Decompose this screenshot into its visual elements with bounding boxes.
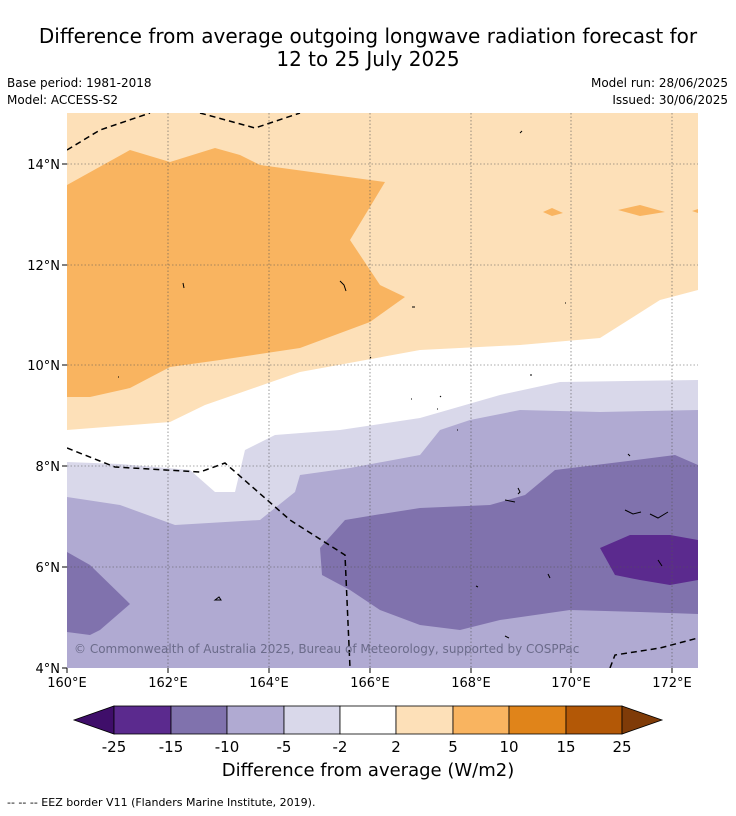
colorbar-bin-6 — [395, 705, 454, 735]
lon-label-172e: 172°E — [652, 676, 692, 691]
latitude-labels: 14°N 12°N 10°N 8°N 6°N 4°N — [27, 158, 60, 677]
colorbar-bin-7 — [452, 705, 510, 735]
orange-blob-3 — [692, 209, 698, 213]
island-marks — [118, 130, 669, 639]
colorbar-extend-low — [72, 705, 115, 735]
colorbar-bin-9 — [565, 705, 623, 735]
lon-label-164e: 164°E — [249, 676, 289, 691]
eez-border-central — [67, 447, 351, 668]
orange-blob-2 — [543, 208, 563, 216]
cbar-tick-8: 10 — [499, 738, 518, 756]
graticule — [67, 113, 698, 668]
colorbar-bin-3 — [226, 705, 285, 735]
lat-label-6n: 6°N — [36, 561, 61, 576]
lon-label-166e: 166°E — [350, 676, 390, 691]
lon-label-162e: 162°E — [148, 676, 188, 691]
colorbar — [72, 705, 664, 735]
band-mid-purple-west — [67, 552, 130, 635]
colorbar-label: Difference from average (W/m2) — [221, 760, 515, 781]
colorbar-bin-8 — [508, 705, 567, 735]
cbar-tick-9: 15 — [556, 738, 575, 756]
lon-label-160e: 160°E — [47, 676, 87, 691]
map-title-line2: 12 to 25 July 2025 — [276, 47, 460, 71]
base-period: Base period: 1981-2018 — [7, 76, 152, 90]
cbar-tick-4: -5 — [277, 738, 292, 756]
longitude-labels: 160°E 162°E 164°E 166°E 168°E 170°E 172°… — [47, 676, 692, 691]
colorbar-bin-2 — [170, 705, 228, 735]
lat-label-8n: 8°N — [36, 460, 61, 475]
model-run: Model run: 28/06/2025 — [590, 76, 728, 90]
eez-border-north — [67, 113, 301, 151]
orange-blob-1 — [618, 205, 665, 216]
colorbar-extend-high — [621, 705, 664, 735]
band-dark-purple — [600, 535, 698, 585]
colorbar-bin-1 — [113, 705, 172, 735]
lon-label-168e: 168°E — [451, 676, 491, 691]
cbar-tick-1: -25 — [102, 738, 127, 756]
issued-date: Issued: 30/06/2025 — [612, 93, 728, 107]
band-orange — [67, 148, 405, 397]
eez-footnote: -- -- -- EEZ border V11 (Flanders Marine… — [7, 796, 316, 809]
map-title-line1: Difference from average outgoing longwav… — [38, 24, 698, 48]
copyright-notice: © Commonwealth of Australia 2025, Bureau… — [74, 642, 579, 656]
cbar-tick-5: -2 — [333, 738, 348, 756]
band-mid-purple-east — [320, 455, 698, 630]
cbar-tick-6: 2 — [391, 738, 401, 756]
lat-label-10n: 10°N — [27, 359, 60, 374]
lat-label-12n: 12°N — [27, 259, 60, 274]
axis-ticks — [62, 163, 673, 673]
cbar-tick-7: 5 — [448, 738, 458, 756]
contour-field — [67, 113, 698, 668]
colorbar-bin-4 — [283, 705, 341, 735]
cbar-tick-3: -10 — [215, 738, 240, 756]
colorbar-tick-labels: -25 -15 -10 -5 -2 2 5 10 15 25 — [102, 738, 632, 756]
band-light-purple-south — [67, 640, 698, 668]
colorbar-bin-5 — [339, 705, 397, 735]
cbar-tick-10: 25 — [612, 738, 631, 756]
cbar-tick-2: -15 — [159, 738, 184, 756]
lon-label-170e: 170°E — [551, 676, 591, 691]
model-name: Model: ACCESS-S2 — [7, 93, 119, 107]
lat-label-4n: 4°N — [36, 662, 61, 677]
lat-label-14n: 14°N — [27, 158, 60, 173]
